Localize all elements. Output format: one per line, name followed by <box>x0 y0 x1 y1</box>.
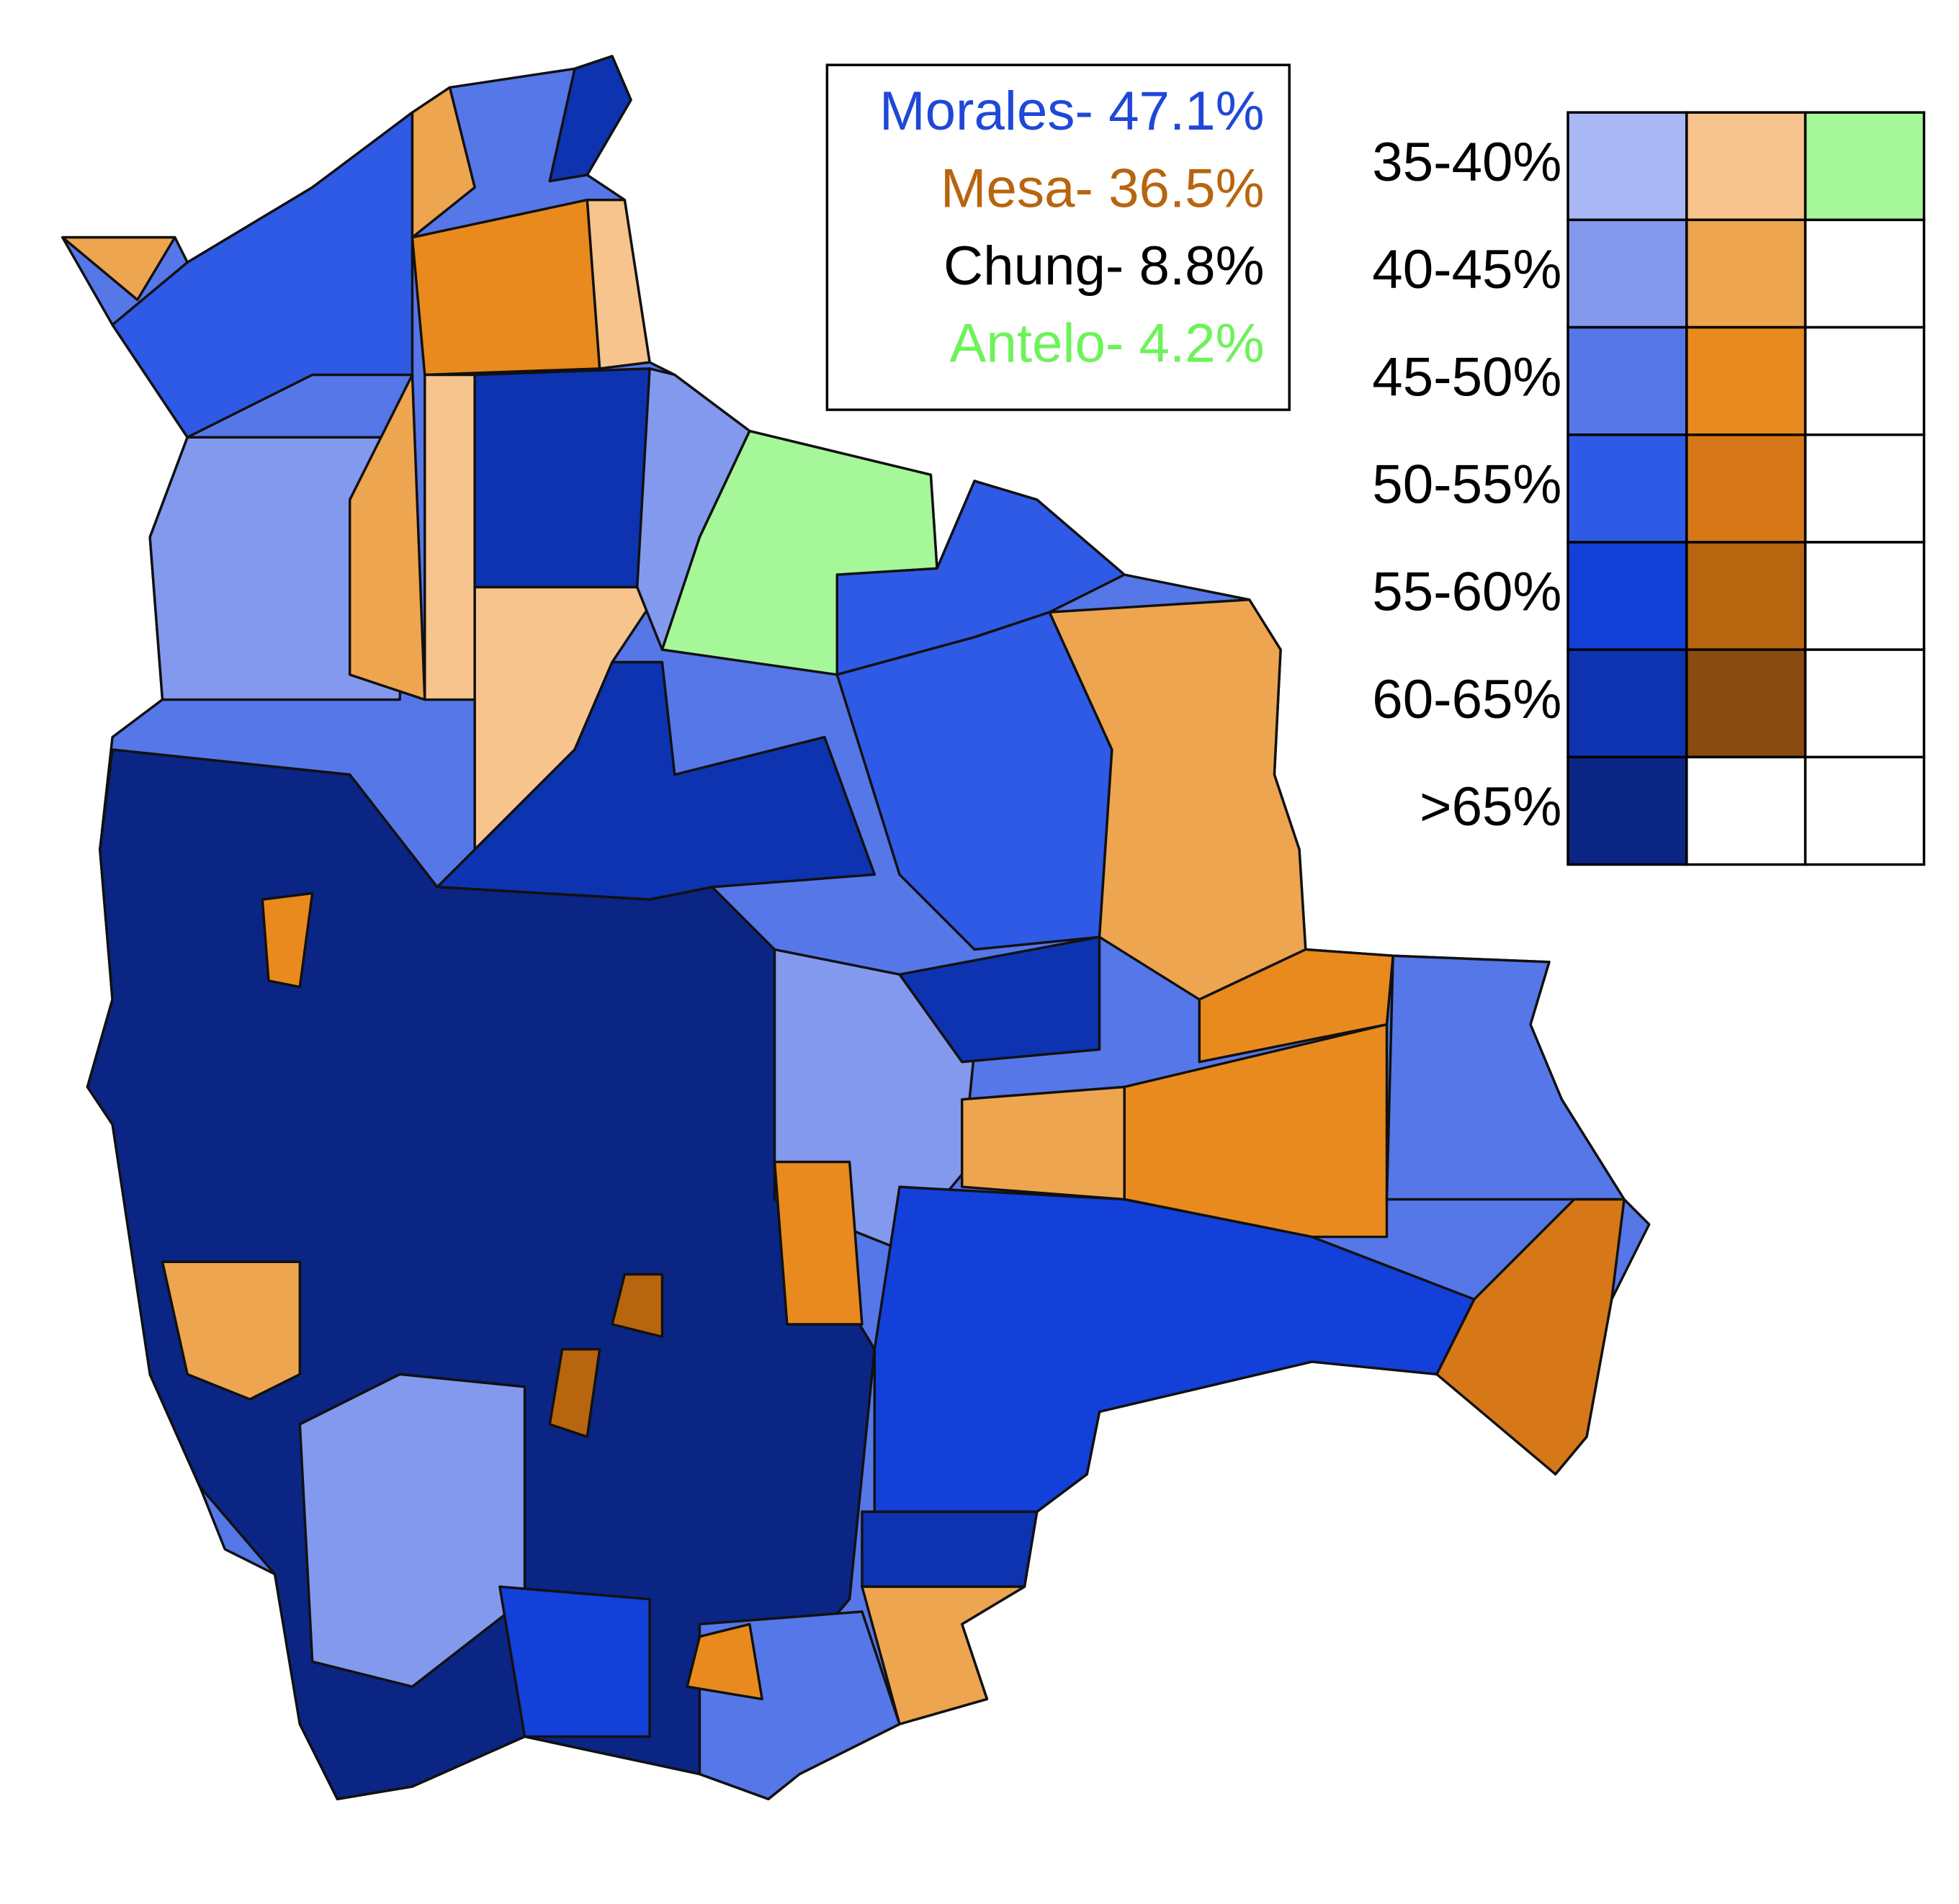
region <box>586 198 651 370</box>
region <box>611 1272 664 1339</box>
region <box>261 892 314 989</box>
region <box>686 1622 763 1701</box>
legend-swatch <box>1566 325 1688 436</box>
legend-swatch <box>1803 648 1926 759</box>
legend: 35-40% 40-45% 45-50% 50-55% 55-60% 60-65% >65% <box>1372 111 1926 866</box>
region <box>423 373 476 701</box>
map <box>61 55 1651 1801</box>
legend-label: >65% <box>1420 776 1561 838</box>
result-label: Morales- 47.1% <box>879 81 1264 142</box>
legend-swatch <box>1803 325 1926 436</box>
legend-swatch <box>1566 541 1688 651</box>
region <box>1198 948 1394 1064</box>
legend-swatch <box>1685 541 1807 651</box>
legend-swatch <box>1803 755 1926 866</box>
legend-label: 45-50% <box>1372 346 1561 408</box>
legend-label: 50-55% <box>1372 454 1561 516</box>
legend-swatch <box>1685 111 1807 222</box>
region <box>1435 1198 1626 1476</box>
region <box>548 55 632 183</box>
legend-swatch <box>1803 541 1926 651</box>
legend-label: 55-60% <box>1372 562 1561 623</box>
legend-swatch <box>1685 648 1807 759</box>
region <box>86 748 877 1801</box>
region <box>861 1585 1026 1725</box>
results: Morales- 47.1% Mesa- 36.5% Chung- 8.8% Ante… <box>879 81 1264 374</box>
region <box>873 1185 1476 1513</box>
region <box>473 367 664 589</box>
legend-swatch <box>1803 434 1926 544</box>
region <box>861 1510 1039 1589</box>
legend-swatch <box>1566 434 1688 544</box>
region <box>960 1085 1126 1201</box>
region <box>111 111 414 439</box>
legend-swatch <box>1685 434 1807 544</box>
legend-label: 60-65% <box>1372 669 1561 730</box>
region <box>548 1347 601 1438</box>
region <box>411 86 476 239</box>
legend-swatch <box>1566 648 1688 759</box>
legend-swatch <box>1566 218 1688 329</box>
legend-swatch <box>1685 755 1807 866</box>
region <box>1123 1023 1389 1239</box>
result-label: Mesa- 36.5% <box>941 158 1265 219</box>
legend-swatch <box>1685 325 1807 436</box>
legend-swatch <box>1685 218 1807 329</box>
result-label: Antelo- 4.2% <box>950 313 1265 374</box>
legend-swatch <box>1566 755 1688 866</box>
region <box>61 235 176 302</box>
legend-label: 35-40% <box>1372 132 1561 193</box>
region <box>773 1160 864 1326</box>
region <box>1048 598 1307 1001</box>
result-label: Chung- 8.8% <box>943 235 1265 297</box>
results-box <box>825 63 1291 411</box>
legend-swatch <box>1803 218 1926 329</box>
region <box>1385 954 1626 1201</box>
region <box>898 935 1101 1064</box>
legend-label: 40-45% <box>1372 239 1561 300</box>
region <box>161 1260 302 1401</box>
legend-swatch <box>1803 111 1926 222</box>
legend-swatch <box>1566 111 1688 222</box>
region <box>498 1585 651 1738</box>
